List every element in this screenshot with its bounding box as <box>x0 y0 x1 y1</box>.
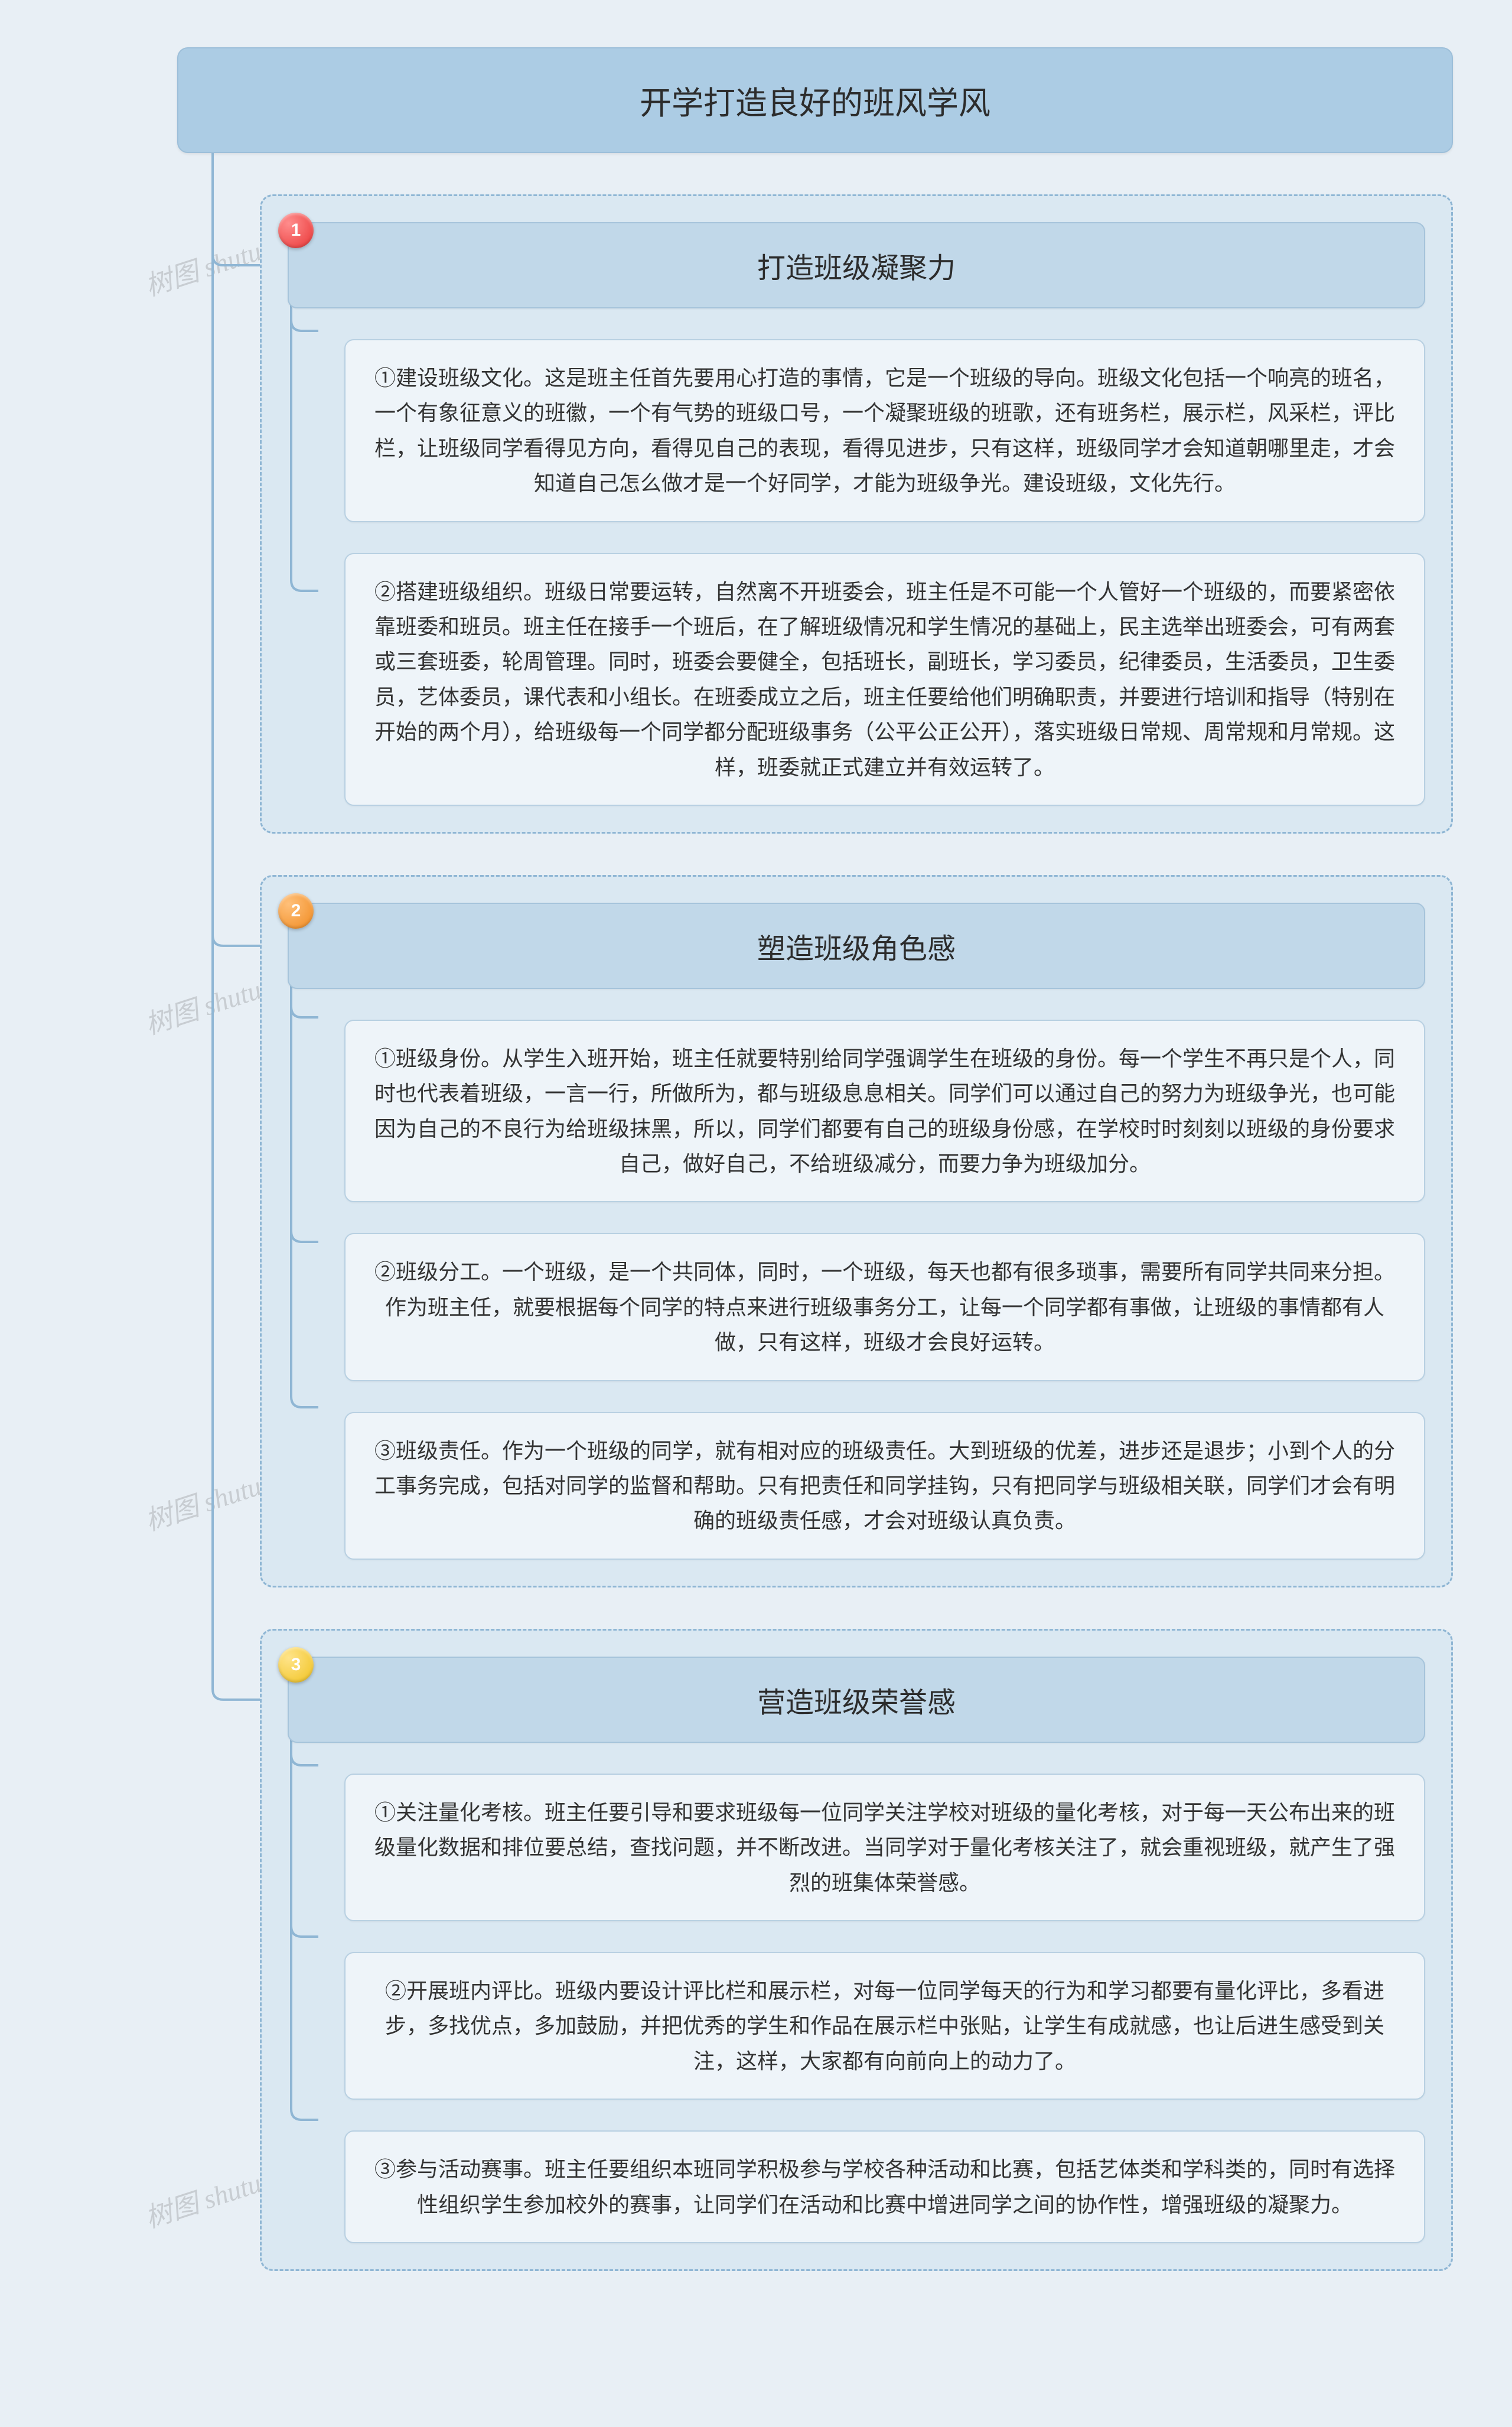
section-1-leaf-1: ①建设班级文化。这是班主任首先要用心打造的事情，它是一个班级的导向。班级文化包括… <box>344 339 1425 522</box>
section-3-header: 3 营造班级荣誉感 <box>288 1657 1425 1743</box>
section-3-title: 营造班级荣誉感 <box>757 1687 956 1719</box>
section-2: 2 塑造班级角色感 ①班级身份。从学生入班开始，班主任就要特别给同学强调学生在班… <box>260 875 1453 1587</box>
section-3-leaf-1: ①关注量化考核。班主任要引导和要求班级每一位同学关注学校对班级的量化考核，对于每… <box>344 1774 1425 1921</box>
badge-3: 3 <box>278 1647 314 1683</box>
section-2-header: 2 塑造班级角色感 <box>288 903 1425 989</box>
section-3: 3 营造班级荣誉感 ①关注量化考核。班主任要引导和要求班级每一位同学关注学校对班… <box>260 1629 1453 2271</box>
section-2-leaf-3: ③班级责任。作为一个班级的同学，就有相对应的班级责任。大到班级的优差，进步还是退… <box>344 1412 1425 1560</box>
root-node: 开学打造良好的班风学风 <box>177 47 1453 153</box>
badge-2: 2 <box>278 893 314 929</box>
section-1: 1 打造班级凝聚力 ①建设班级文化。这是班主任首先要用心打造的事情，它是一个班级… <box>260 194 1453 834</box>
section-3-leaf-3: ③参与活动赛事。班主任要组织本班同学积极参与学校各种活动和比赛，包括艺体类和学科… <box>344 2130 1425 2243</box>
mindmap-canvas: 树图 shutu.cn 树图 shutu.cn 树图 shutu.cn 树图 s… <box>59 47 1453 2271</box>
section-1-header: 1 打造班级凝聚力 <box>288 222 1425 308</box>
section-2-leaf-2: ②班级分工。一个班级，是一个共同体，同时，一个班级，每天也都有很多琐事，需要所有… <box>344 1233 1425 1381</box>
section-1-title: 打造班级凝聚力 <box>757 253 956 284</box>
section-2-title: 塑造班级角色感 <box>757 933 956 965</box>
section-1-leaf-2: ②搭建班级组织。班级日常要运转，自然离不开班委会，班主任是不可能一个人管好一个班… <box>344 553 1425 806</box>
section-2-leaf-1: ①班级身份。从学生入班开始，班主任就要特别给同学强调学生在班级的身份。每一个学生… <box>344 1020 1425 1203</box>
badge-1: 1 <box>278 213 314 248</box>
section-3-leaf-2: ②开展班内评比。班级内要设计评比栏和展示栏，对每一位同学每天的行为和学习都要有量… <box>344 1952 1425 2100</box>
